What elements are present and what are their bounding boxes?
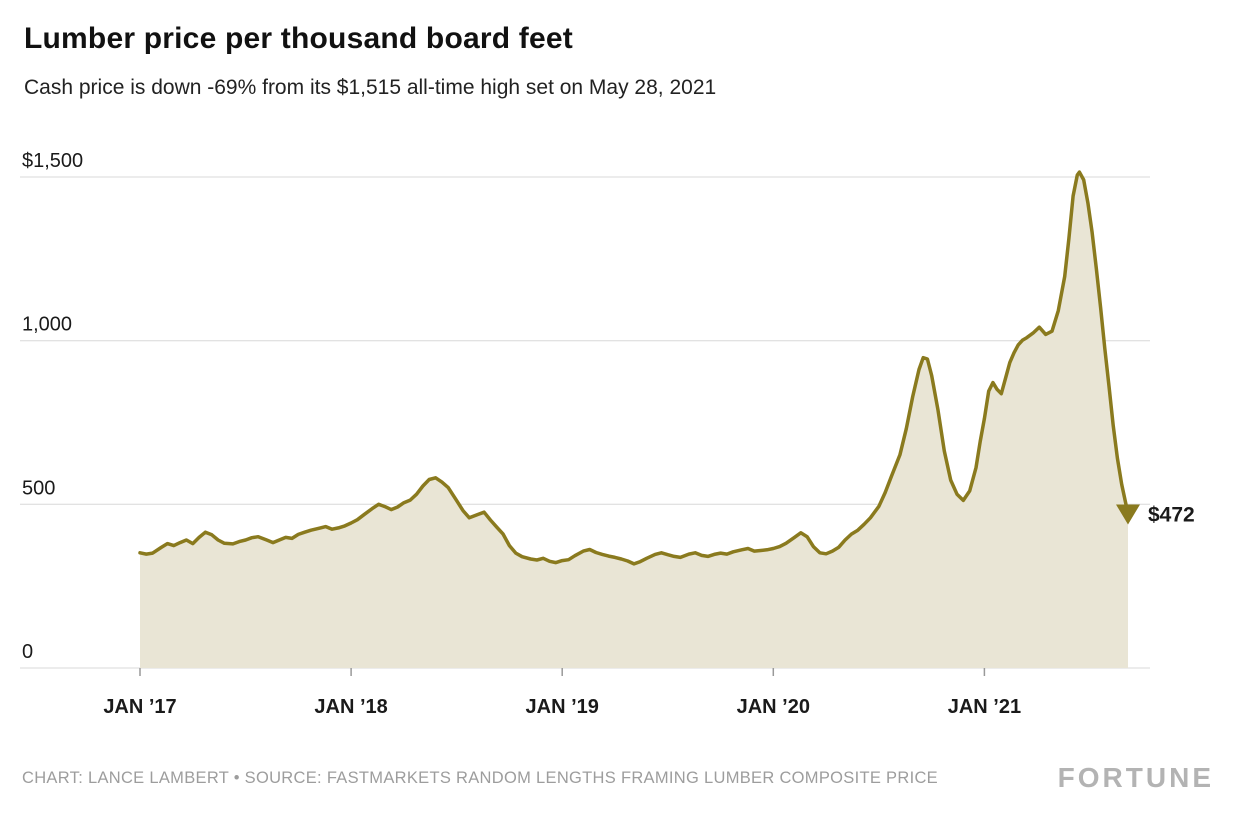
x-axis-label: JAN ’21 [948,696,1021,718]
chart-credit: CHART: LANCE LAMBERT • SOURCE: FASTMARKE… [22,768,938,787]
fortune-logo: FORTUNE [1057,762,1214,793]
lumber-price-area-chart: $1,500 1,000 500 0 JAN ’17 JAN ’18 JAN ’19 JAN … [20,150,1195,718]
chart-subtitle: Cash price is down -69% from its $1,515 … [24,76,717,99]
y-axis-label: 500 [22,477,55,499]
current-price-label: $472 [1148,503,1195,526]
chart-title: Lumber price per thousand board feet [24,22,573,55]
x-axis-label: JAN ’17 [103,696,176,718]
price-line [138,170,1130,566]
x-axis-label: JAN ’19 [526,696,599,718]
x-axis-label: JAN ’18 [314,696,387,718]
y-axis-label: 0 [22,641,33,663]
y-axis-label: $1,500 [22,150,83,172]
price-area-fill [140,172,1128,668]
price-drop-arrow-icon [1116,504,1140,525]
x-axis-label: JAN ’20 [737,696,810,718]
y-axis-label: 1,000 [22,314,72,336]
chart-footer: CHART: LANCE LAMBERT • SOURCE: FASTMARKE… [22,754,1214,802]
